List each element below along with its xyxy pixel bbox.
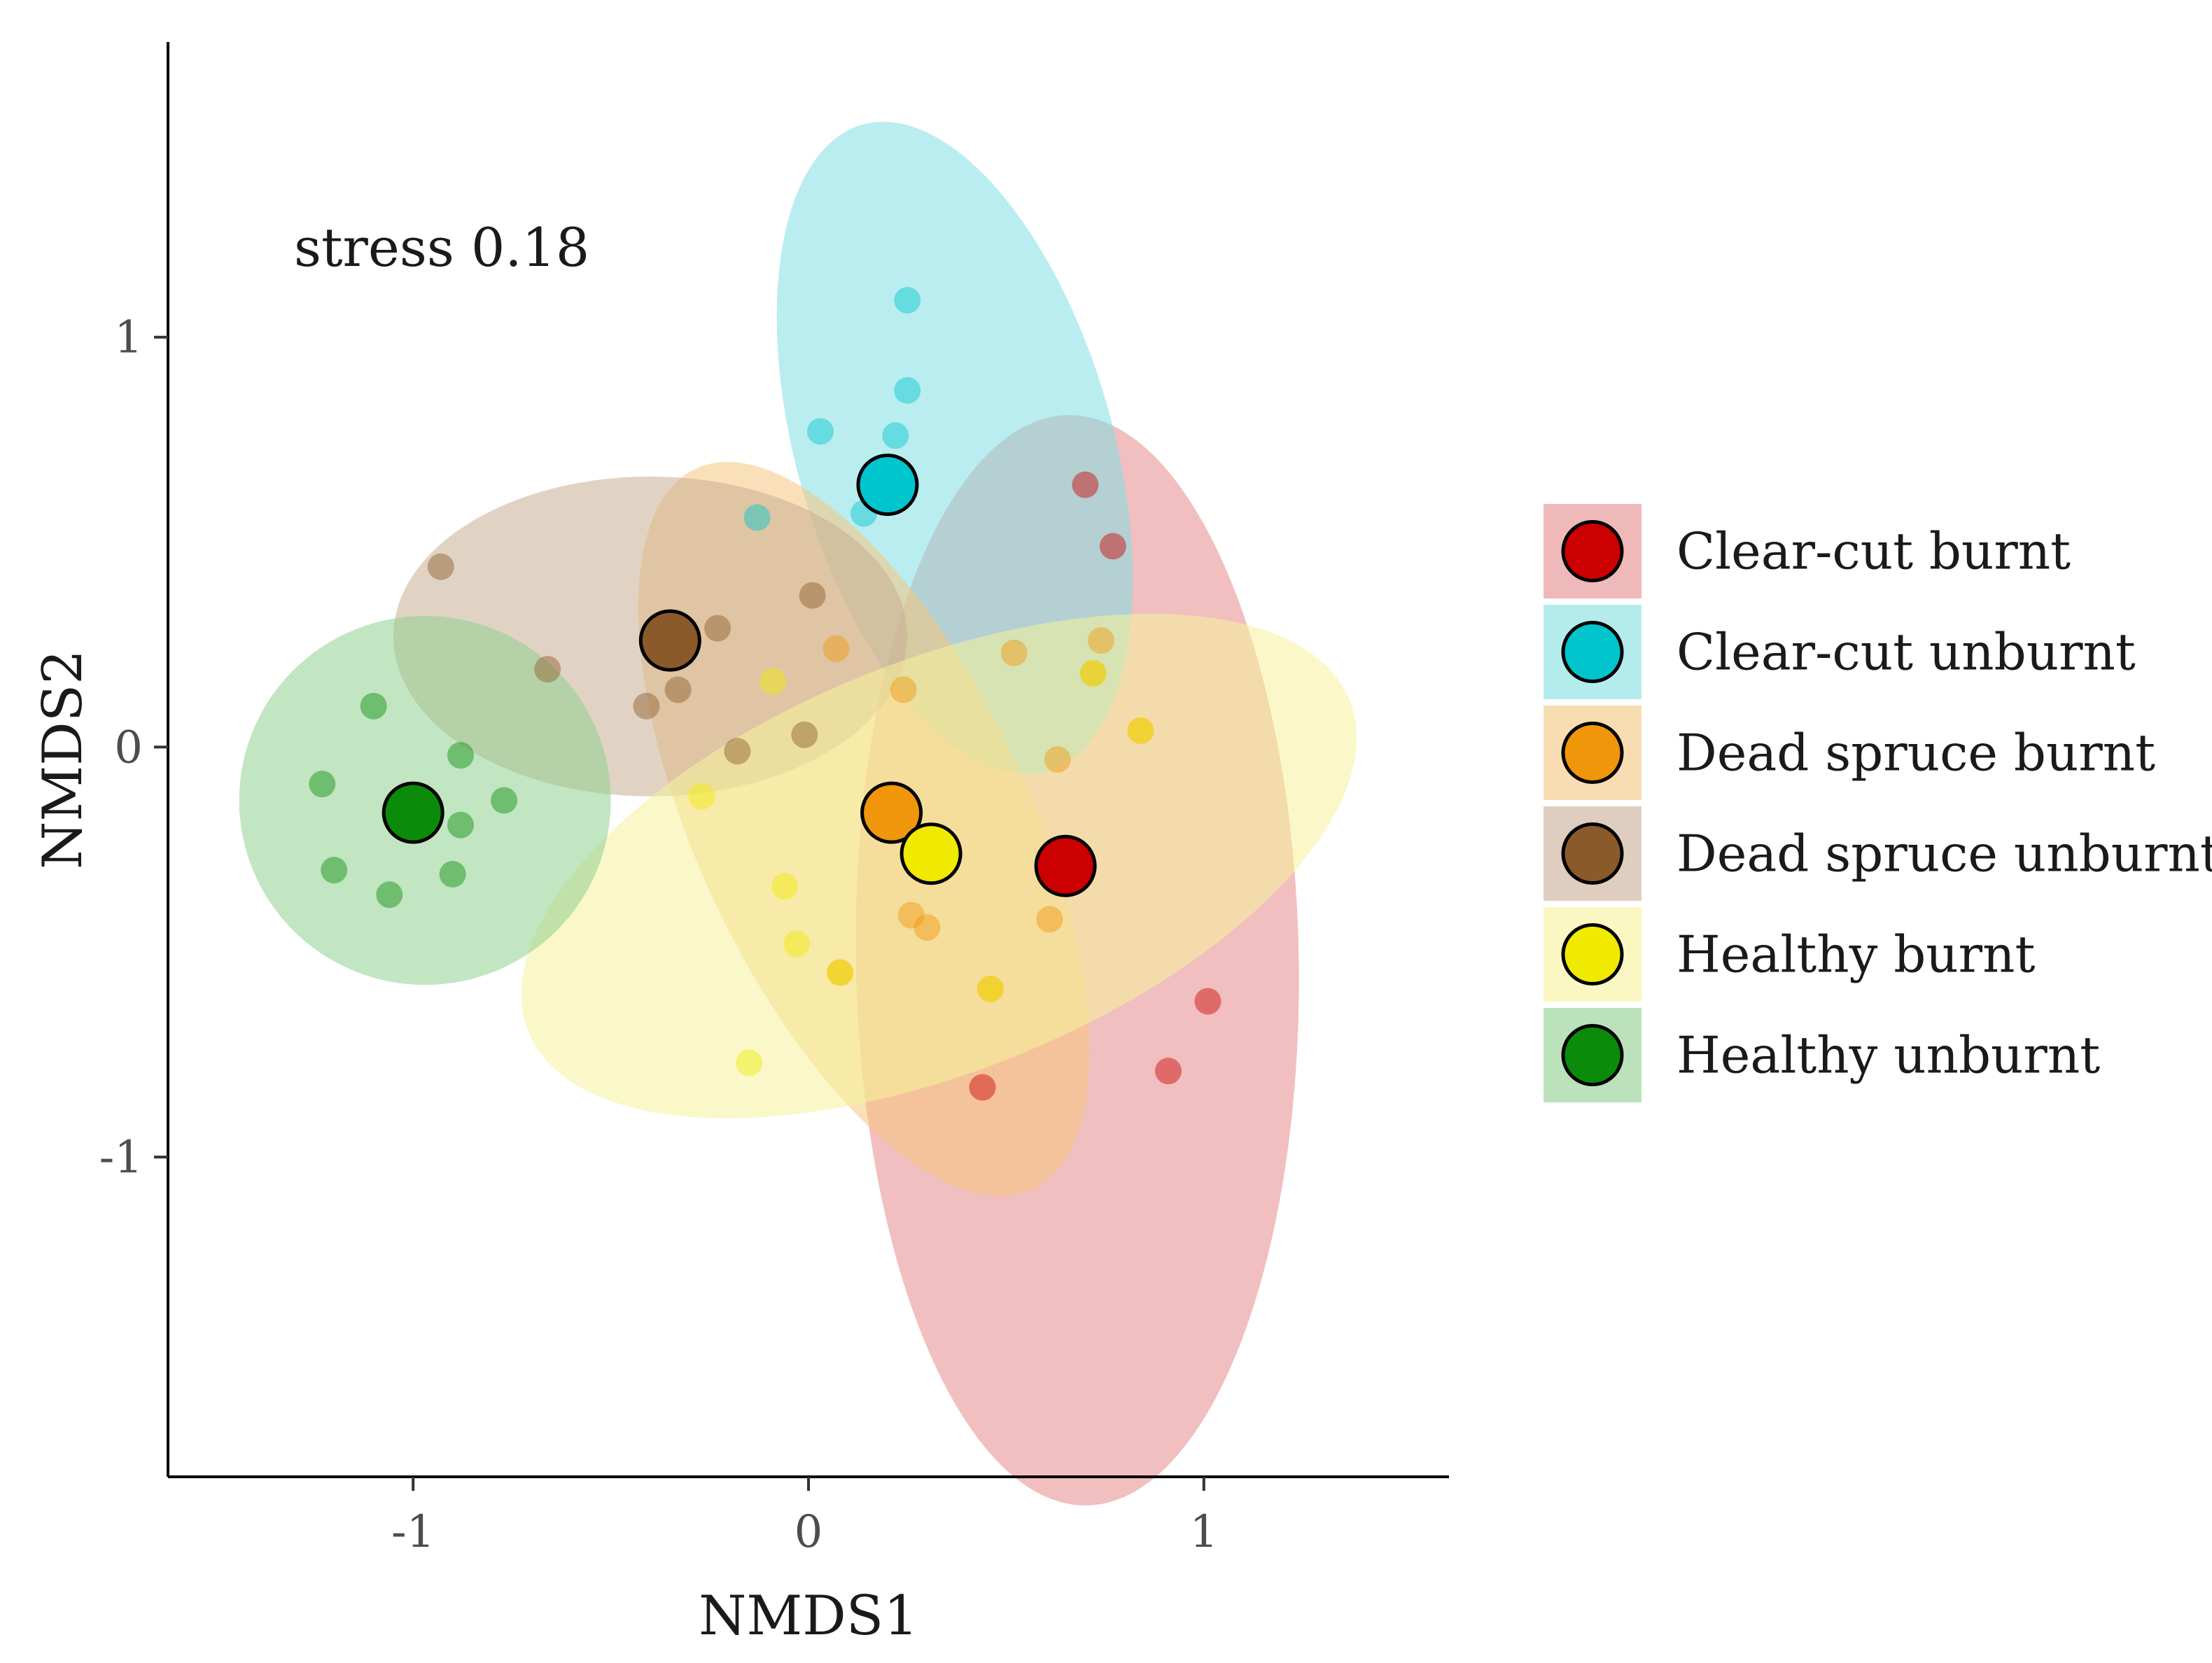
point-healthy-burnt — [1079, 660, 1107, 687]
point-healthy-unburnt — [447, 811, 474, 838]
legend-item-healthy-unburnt: Healthy unburnt — [1544, 1008, 2100, 1102]
legend-label: Dead spruce unburnt — [1676, 825, 2212, 883]
point-dead-spruce-burnt — [827, 959, 854, 986]
point-healthy-unburnt — [360, 692, 387, 720]
point-dead-spruce-unburnt — [534, 656, 561, 683]
legend-item-dead-spruce-burnt: Dead spruce burnt — [1544, 706, 2155, 800]
point-dead-spruce-burnt — [822, 635, 850, 662]
legend-label: Healthy unburnt — [1676, 1026, 2100, 1085]
point-healthy-burnt — [736, 1049, 763, 1076]
legend-item-healthy-burnt: Healthy burnt — [1544, 907, 2035, 1002]
point-dead-spruce-burnt — [1087, 627, 1114, 654]
point-dead-spruce-burnt — [1079, 660, 1107, 687]
legend-label: Healthy burnt — [1676, 925, 2035, 984]
point-clear-cut-burnt — [1099, 533, 1126, 560]
point-healthy-unburnt — [491, 787, 518, 814]
centroid-clear-cut-burnt — [1034, 834, 1097, 897]
point-dead-spruce-burnt — [1000, 639, 1028, 666]
legend-item-clear-cut-burnt: Clear-cut burnt — [1544, 504, 2071, 598]
point-healthy-burnt — [1127, 717, 1154, 744]
centroid-clear-cut-unburnt — [856, 454, 919, 517]
point-dead-spruce-burnt — [1044, 746, 1071, 773]
legend: Clear-cut burnt Clear-cut unburnt Dead spr… — [1544, 504, 2212, 1102]
stress-annotation: stress 0.18 — [294, 216, 589, 279]
legend-label: Clear-cut unburnt — [1676, 623, 2136, 682]
point-healthy-burnt — [976, 976, 1004, 1002]
point-dead-spruce-burnt — [897, 901, 925, 929]
point-healthy-unburnt — [309, 771, 336, 798]
point-healthy-burnt — [760, 668, 787, 695]
point-dead-spruce-burnt — [913, 914, 941, 941]
legend-item-clear-cut-unburnt: Clear-cut unburnt — [1544, 605, 2136, 699]
point-clear-cut-unburnt — [806, 418, 834, 445]
point-dead-spruce-burnt — [890, 676, 917, 703]
point-clear-cut-unburnt — [894, 377, 921, 404]
point-healthy-unburnt — [439, 861, 466, 887]
point-healthy-burnt — [771, 873, 799, 900]
y-tick-label: -1 — [99, 1132, 143, 1184]
x-tick-label: 1 — [1189, 1506, 1218, 1558]
point-healthy-burnt — [783, 930, 811, 957]
point-clear-cut-unburnt — [743, 504, 771, 531]
y-tick-label: 1 — [114, 312, 143, 364]
y-axis-title: NMDS2 — [31, 650, 94, 869]
legend-label: Clear-cut burnt — [1676, 522, 2071, 581]
x-tick-label: -1 — [391, 1506, 435, 1558]
point-dead-spruce-burnt — [1127, 717, 1154, 744]
legend-label: Dead spruce burnt — [1676, 724, 2155, 783]
point-dead-spruce-unburnt — [664, 676, 692, 703]
point-clear-cut-burnt — [969, 1074, 996, 1101]
point-clear-cut-burnt — [1154, 1058, 1182, 1085]
legend-key-marker — [1561, 923, 1624, 985]
point-dead-spruce-unburnt — [799, 582, 826, 609]
point-healthy-burnt — [688, 783, 715, 810]
point-clear-cut-unburnt — [882, 422, 909, 449]
point-dead-spruce-unburnt — [724, 738, 751, 765]
centroid-dead-spruce-unburnt — [638, 609, 701, 672]
legend-key-marker — [1561, 1024, 1624, 1086]
point-healthy-unburnt — [447, 742, 474, 769]
legend-key-marker — [1561, 722, 1624, 784]
x-axis-title: NMDS1 — [699, 1585, 918, 1648]
x-axis-ticks: -1 0 1 — [391, 1477, 1218, 1558]
sample-point-layer — [309, 287, 1222, 1101]
centroid-healthy-burnt — [899, 822, 962, 885]
point-dead-spruce-unburnt — [704, 615, 732, 642]
centroid-healthy-unburnt — [382, 781, 444, 844]
point-dead-spruce-burnt — [976, 976, 1004, 1002]
centroid-dead-spruce-burnt — [860, 781, 923, 844]
point-dead-spruce-unburnt — [791, 721, 818, 748]
point-clear-cut-unburnt — [894, 287, 921, 314]
point-dead-spruce-unburnt — [427, 553, 454, 580]
point-healthy-unburnt — [376, 881, 403, 908]
point-clear-cut-burnt — [1194, 988, 1222, 1015]
y-axis-ticks: -1 0 1 — [99, 312, 168, 1184]
legend-key-marker — [1561, 822, 1624, 885]
point-healthy-unburnt — [321, 857, 348, 884]
legend-key-marker — [1561, 621, 1624, 683]
point-clear-cut-burnt — [1072, 471, 1099, 498]
legend-key-marker — [1561, 520, 1624, 582]
y-tick-label: 0 — [114, 722, 143, 773]
point-dead-spruce-burnt — [1036, 906, 1063, 933]
centroid-layer — [382, 454, 1097, 897]
point-dead-spruce-unburnt — [633, 692, 660, 720]
legend-item-dead-spruce-unburnt: Dead spruce unburnt — [1544, 806, 2212, 901]
point-healthy-burnt — [827, 959, 854, 986]
x-tick-label: 0 — [794, 1506, 823, 1558]
